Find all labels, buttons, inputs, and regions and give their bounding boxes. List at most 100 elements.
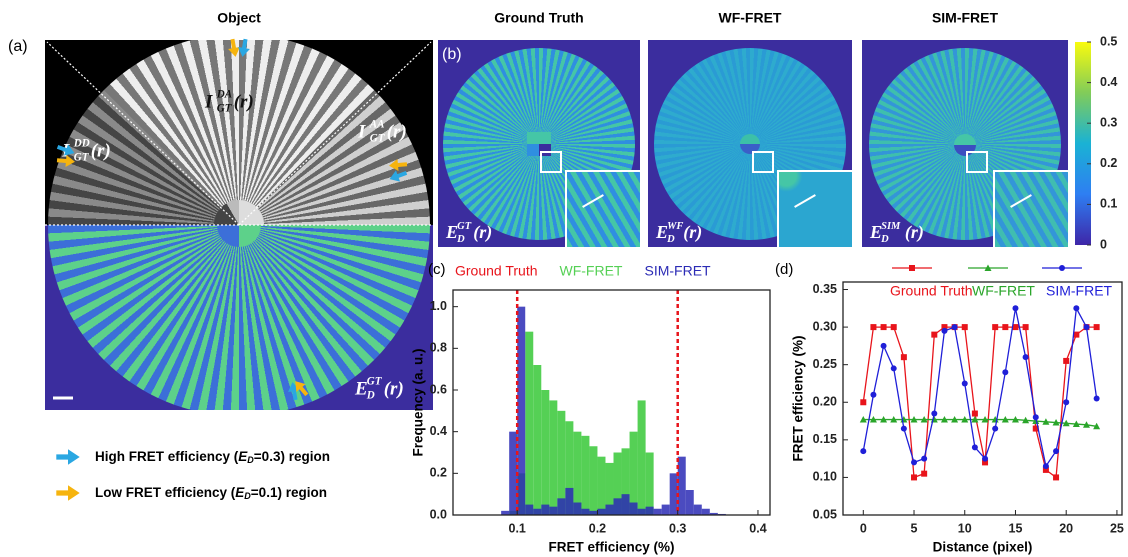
- y-tick-label: 0.8: [430, 341, 447, 355]
- math-sup: GT: [367, 376, 383, 388]
- colorbar-label: 0.4: [1100, 75, 1117, 89]
- histogram-bar: [645, 506, 654, 515]
- marker: [1022, 416, 1030, 424]
- marker: [1042, 466, 1049, 473]
- marker: [971, 416, 979, 423]
- histogram-bar: [613, 452, 622, 515]
- x-tick-label: 20: [1059, 521, 1073, 535]
- marker: [1083, 324, 1090, 331]
- marker: [870, 324, 877, 331]
- math-sup: WF: [667, 221, 683, 232]
- arrow: [238, 38, 250, 57]
- marker: [1073, 331, 1080, 338]
- marker: [1059, 265, 1065, 271]
- x-tick-label: 0.4: [749, 521, 766, 535]
- histogram-bar: [605, 462, 614, 515]
- marker: [1093, 395, 1100, 402]
- marker: [869, 416, 877, 423]
- marker: [910, 416, 918, 423]
- panel-title: WF-FRET: [719, 10, 782, 26]
- marker: [982, 459, 989, 466]
- math-sup: DD: [73, 138, 90, 150]
- marker: [880, 324, 887, 331]
- histogram-bar: [677, 456, 686, 515]
- histogram-bar: [517, 306, 526, 515]
- histogram-bar: [637, 508, 646, 515]
- math-sub: GT: [217, 103, 233, 115]
- marker: [880, 342, 887, 349]
- panel-label: (b): [442, 46, 462, 63]
- legend-entry: Ground Truth: [455, 263, 538, 279]
- y-tick-label: 0.6: [430, 382, 447, 396]
- marker: [1032, 414, 1039, 421]
- plot-frame: [452, 289, 771, 516]
- marker: [951, 416, 959, 423]
- histogram-bar: [541, 390, 550, 515]
- histogram-bar: [709, 512, 718, 515]
- marker: [951, 324, 958, 331]
- histogram-bar: [589, 446, 598, 515]
- math-sup: SIM: [881, 221, 901, 232]
- marker: [859, 416, 867, 423]
- y-tick-label: 0.10: [813, 470, 837, 484]
- marker: [1012, 305, 1019, 312]
- x-tick-label: 25: [1110, 521, 1124, 535]
- legend-text: Low FRET efficiency (ED=0.1) region: [95, 485, 327, 502]
- marker: [984, 264, 992, 271]
- marker: [1002, 324, 1009, 331]
- marker: [961, 324, 968, 331]
- histogram-bar: [621, 494, 630, 515]
- marker: [1032, 417, 1040, 425]
- marker: [880, 416, 888, 423]
- arrow: [56, 144, 75, 156]
- marker: [971, 410, 978, 417]
- marker: [1053, 448, 1060, 455]
- math-sub: D: [880, 234, 889, 245]
- marker: [961, 380, 968, 387]
- histogram-bar: [581, 435, 590, 515]
- histogram-bar: [533, 365, 542, 515]
- histogram-bar: [573, 502, 582, 515]
- marker: [1022, 324, 1029, 331]
- histogram-bar: [589, 510, 598, 515]
- arrow: [295, 381, 309, 397]
- legend-entry: WF-FRET: [972, 283, 1035, 299]
- arrow: [228, 38, 240, 57]
- marker: [940, 416, 948, 423]
- marker: [911, 459, 918, 466]
- y-tick-label: 0.05: [813, 507, 837, 521]
- y-tick-label: 0.4: [430, 424, 447, 438]
- colorbar-label: 0.5: [1100, 34, 1117, 48]
- math-arg: (r): [473, 222, 492, 243]
- marker: [971, 444, 978, 451]
- marker: [1093, 324, 1100, 331]
- histogram-bar: [525, 504, 534, 515]
- math-arg: (r): [91, 140, 111, 161]
- legend-var: E: [235, 485, 245, 500]
- panel-label: (a): [8, 38, 28, 55]
- object-guides: [45, 41, 433, 226]
- math-arg: (r): [683, 222, 702, 243]
- histogram-bar: [509, 431, 518, 515]
- marker: [1002, 369, 1009, 376]
- marker: [911, 474, 918, 481]
- math-sub: D: [366, 390, 375, 402]
- marker: [1042, 418, 1050, 425]
- histogram-bar: [693, 504, 702, 515]
- panel-title: SIM-FRET: [932, 10, 999, 26]
- marker: [890, 365, 897, 372]
- x-tick-label: 0.1: [509, 521, 526, 535]
- legend-entry: SIM-FRET: [644, 263, 711, 279]
- legend-var: E: [238, 449, 248, 464]
- marker: [1053, 474, 1060, 481]
- marker: [870, 391, 877, 398]
- legend-entry: SIM-FRET: [1046, 283, 1113, 299]
- math-base: E: [445, 222, 458, 242]
- marker: [1012, 324, 1019, 331]
- math-base: E: [354, 378, 368, 399]
- marker: [1063, 399, 1070, 406]
- marker: [992, 425, 999, 432]
- histogram-bar: [565, 421, 574, 515]
- histogram-bar: [557, 410, 566, 515]
- legend-sub: D: [244, 491, 251, 501]
